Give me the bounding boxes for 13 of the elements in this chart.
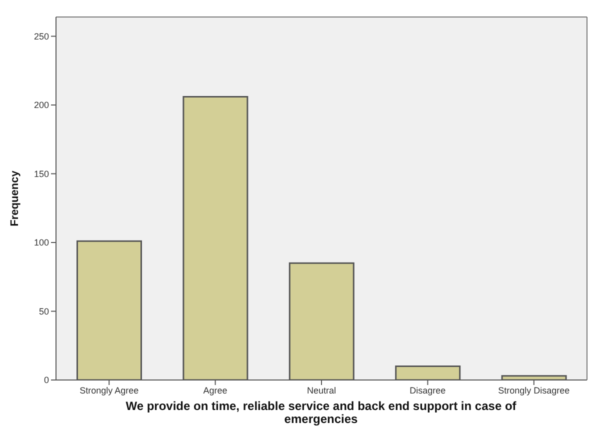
x-tick-label: Neutral bbox=[306, 385, 336, 396]
y-tick-label: 0 bbox=[44, 375, 49, 386]
y-tick-label: 250 bbox=[34, 31, 49, 42]
x-tick-label: Agree bbox=[203, 385, 228, 396]
y-tick-label: 150 bbox=[34, 168, 49, 179]
y-axis-title: Frequency bbox=[8, 170, 21, 226]
y-tick-label: 100 bbox=[34, 238, 49, 248]
x-tick-label: Strongly Agree bbox=[80, 385, 139, 396]
x-axis-title: We provide on time, reliable service and back end support in case of emergencies bbox=[124, 399, 518, 426]
x-tick-label: Strongly Disagree bbox=[498, 385, 570, 396]
y-tick-label: 50 bbox=[38, 306, 49, 316]
y-tick-label: 200 bbox=[34, 100, 49, 110]
x-tick-label: Disagree bbox=[410, 385, 446, 396]
